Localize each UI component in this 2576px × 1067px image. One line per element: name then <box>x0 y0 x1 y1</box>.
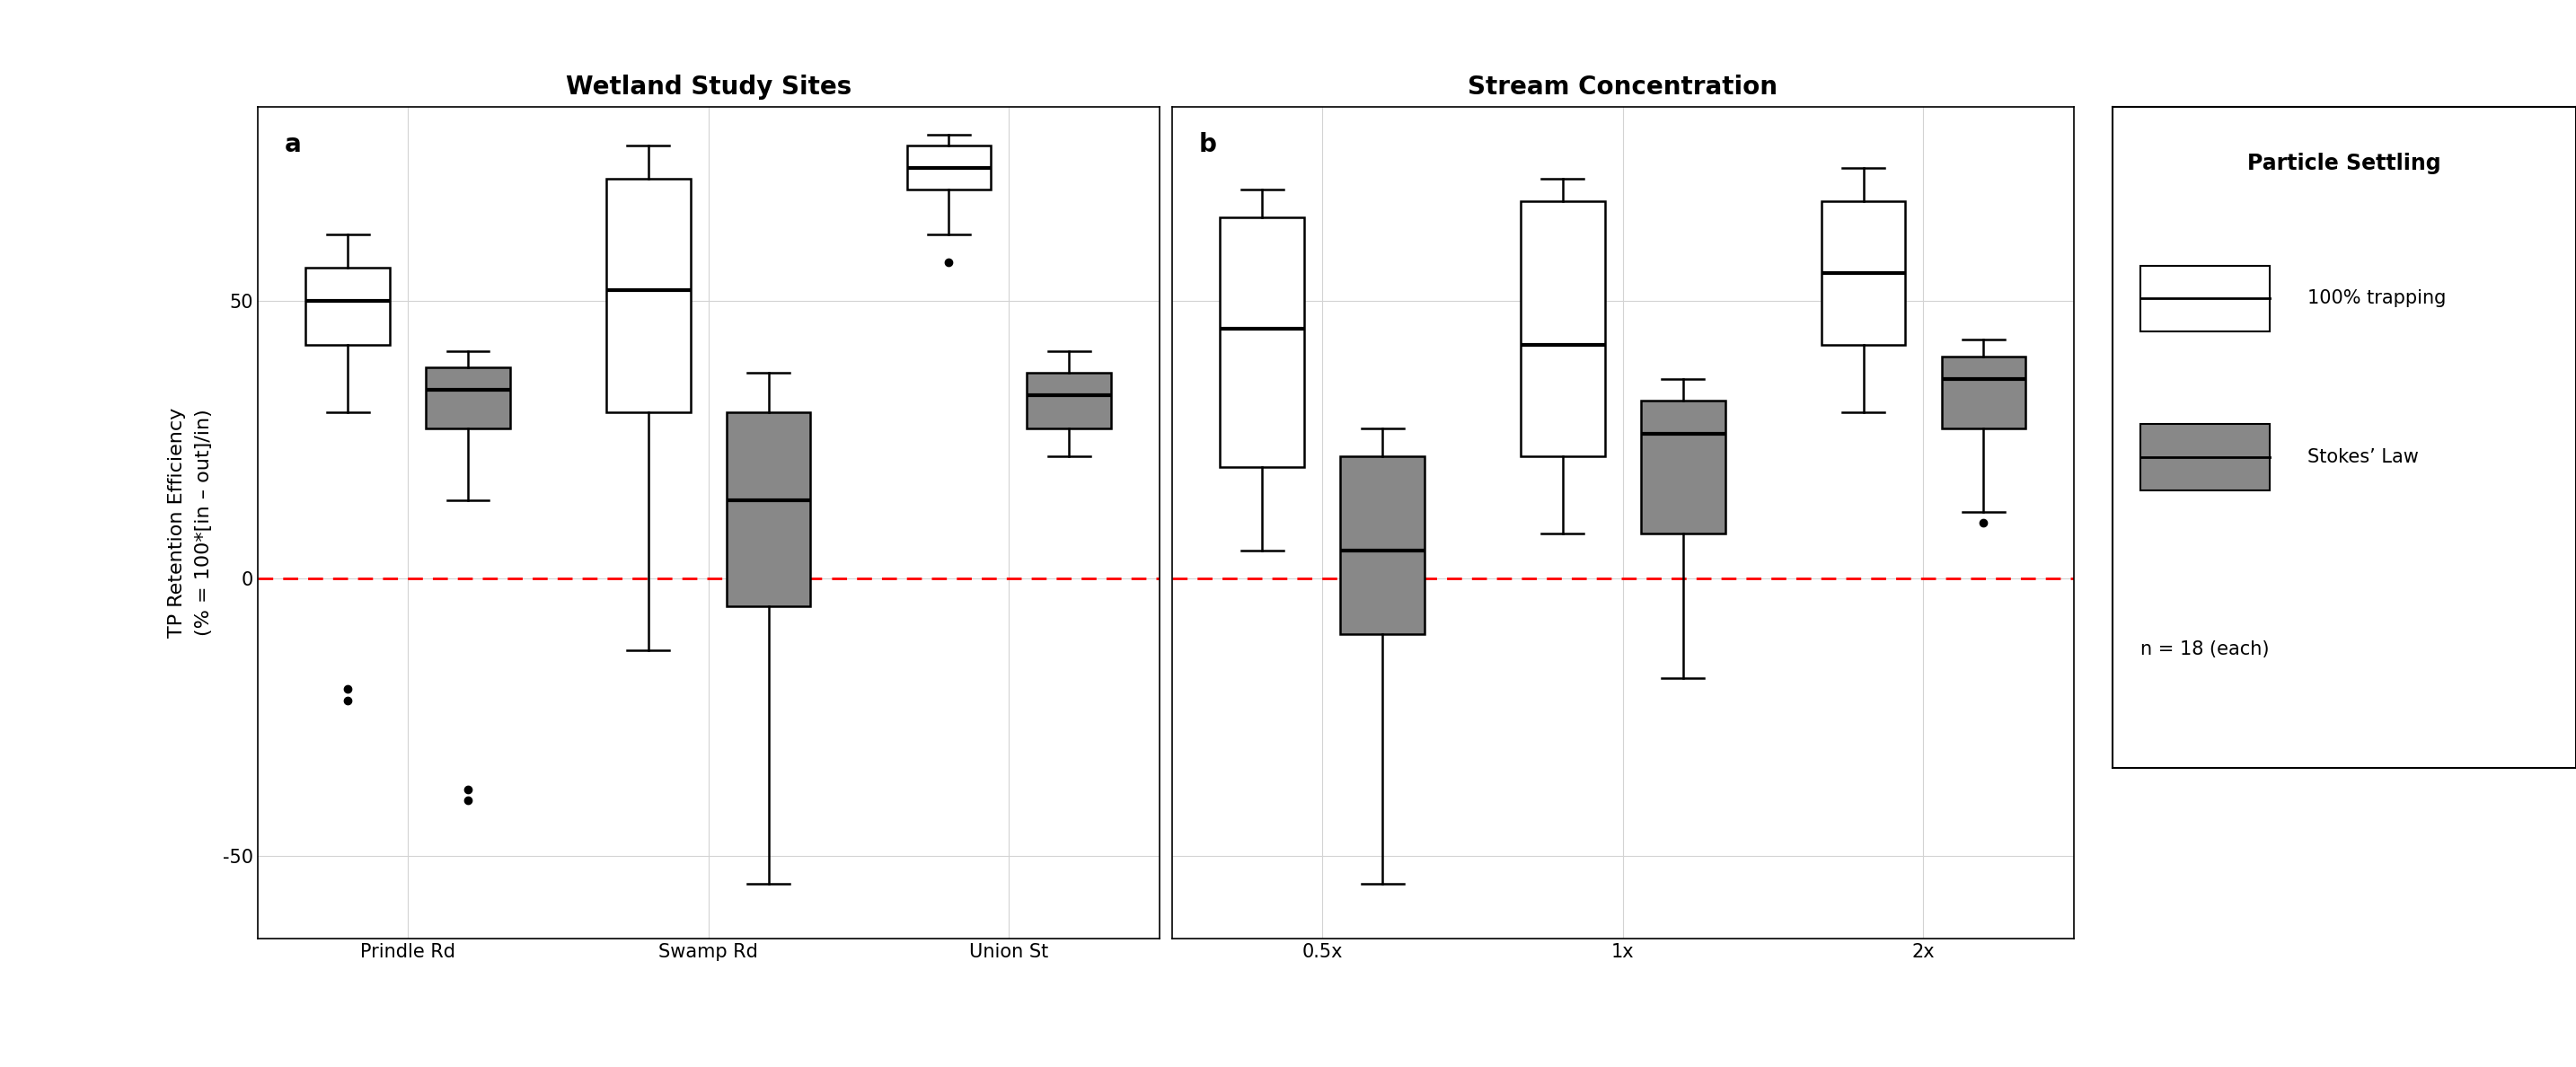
Bar <box>1942 356 2025 429</box>
Bar <box>1028 373 1110 429</box>
Y-axis label: TP Retention Efficiency
(% = 100*[in – out]/in): TP Retention Efficiency (% = 100*[in – o… <box>167 408 214 638</box>
Bar <box>1821 201 1906 346</box>
Bar <box>1340 457 1425 634</box>
Bar <box>1221 218 1303 467</box>
Bar <box>307 268 389 346</box>
Text: a: a <box>283 131 301 157</box>
Text: b: b <box>1198 131 1216 157</box>
Bar <box>2141 266 2269 332</box>
Bar <box>1641 401 1726 534</box>
Text: 100% trapping: 100% trapping <box>2308 289 2445 307</box>
Text: n = 18 (each): n = 18 (each) <box>2141 640 2269 658</box>
Text: Particle Settling: Particle Settling <box>2246 153 2442 175</box>
Bar <box>605 179 690 412</box>
Bar <box>907 145 992 190</box>
Bar <box>726 412 811 606</box>
Bar <box>1520 201 1605 457</box>
Bar <box>2141 425 2269 491</box>
Title: Wetland Study Sites: Wetland Study Sites <box>567 75 850 99</box>
Bar <box>425 367 510 429</box>
Text: Stokes’ Law: Stokes’ Law <box>2308 448 2419 466</box>
Title: Stream Concentration: Stream Concentration <box>1468 75 1777 99</box>
